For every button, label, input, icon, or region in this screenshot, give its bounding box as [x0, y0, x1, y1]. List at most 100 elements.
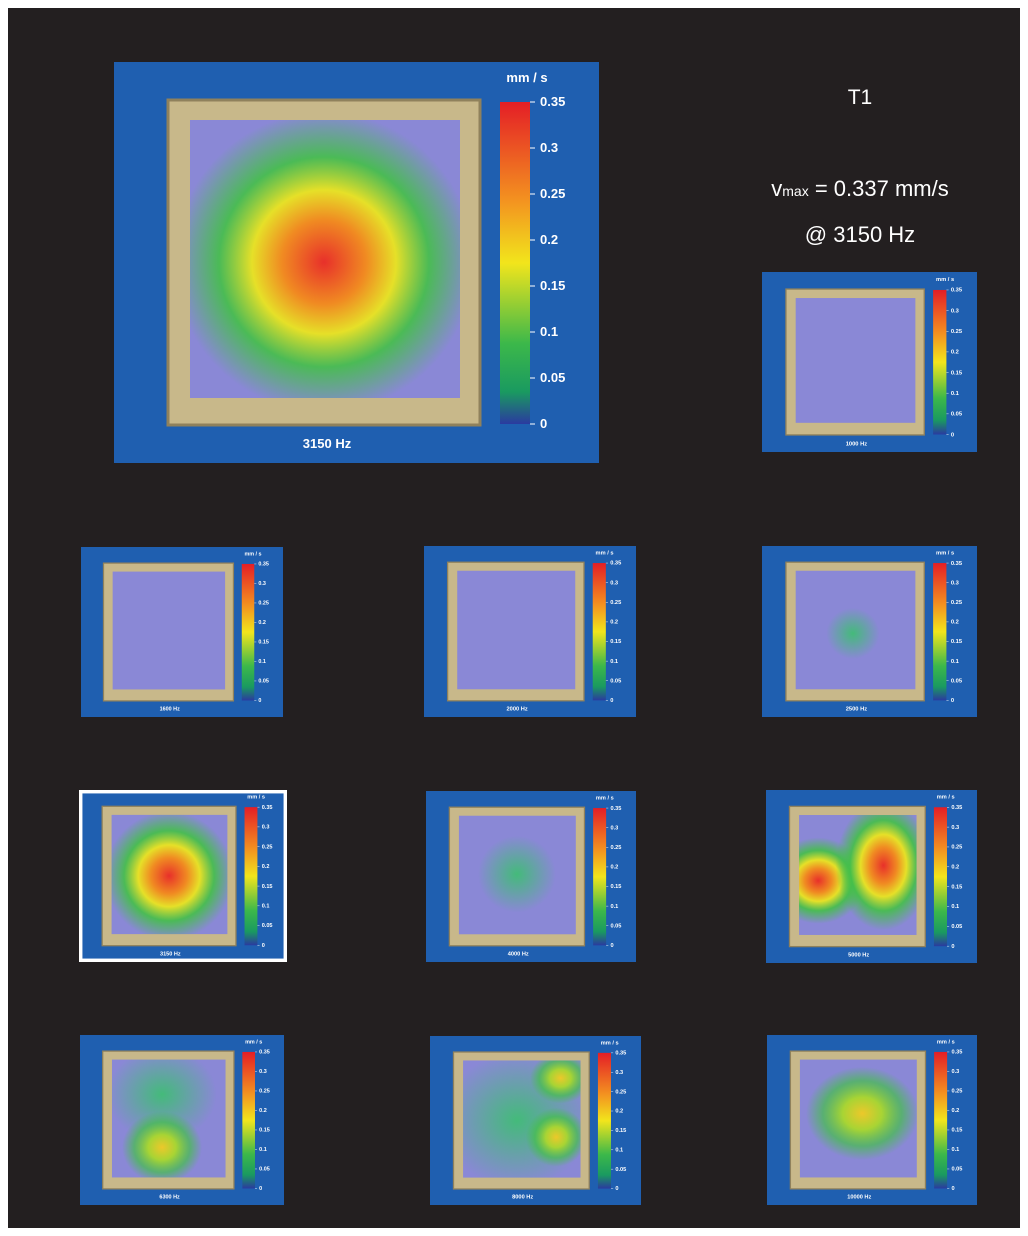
tile-inner	[112, 571, 226, 690]
colorbar-tick-label: 0.1	[951, 1147, 959, 1153]
frequency-label: 3150 Hz	[160, 952, 181, 958]
frequency-label: 3150 Hz	[303, 436, 352, 451]
colorbar-unit: mm / s	[936, 551, 954, 557]
colorbar-unit: mm / s	[506, 70, 547, 85]
colorbar-tick-label: 0.15	[258, 640, 269, 646]
colorbar-tick-label: 0.3	[610, 825, 618, 831]
colorbar-unit: mm / s	[245, 1039, 262, 1045]
colorbar-tick-label: 0.2	[951, 1108, 959, 1114]
vmax-line: vmax = 0.337 mm/s	[740, 176, 980, 202]
colorbar-tick-label: 0.15	[951, 1128, 962, 1134]
colorbar-tick-label: 0.35	[259, 1050, 270, 1056]
colorbar-tick-label: 0.3	[615, 1070, 623, 1076]
colorbar-tick-label: 0.35	[258, 562, 269, 568]
colorbar-tick-label: 0.05	[951, 412, 963, 418]
vibration-map: mm / s 0.35 0.3 0.25 0.2 0.15 0.1 0.05 0 8000 Hz	[430, 1036, 641, 1205]
colorbar-tick-label: 0.05	[258, 679, 269, 685]
colorbar-tick-label: 0.35	[540, 94, 565, 109]
colorbar-tick-label: 0.2	[540, 232, 558, 247]
colorbar-unit: mm / s	[937, 1040, 955, 1046]
colorbar-tick-label: 0.1	[259, 1147, 267, 1153]
colorbar-tick-label: 0.05	[615, 1167, 626, 1173]
vmax-subscript: max	[782, 183, 809, 199]
heat-layer	[799, 815, 917, 931]
colorbar-tick-label: 0.2	[610, 865, 618, 871]
colorbar-tick-label: 0	[951, 1186, 954, 1192]
colorbar	[500, 102, 530, 424]
heat-blob	[835, 815, 917, 931]
colorbar-tick-label: 0.05	[610, 923, 621, 929]
colorbar-tick-label: 0.25	[615, 1089, 626, 1095]
colorbar-tick-label: 0.2	[951, 350, 959, 356]
heat-layer	[477, 835, 556, 913]
vibration-map: mm / s 0.35 0.3 0.25 0.2 0.15 0.1 0.05 0 2500 Hz	[762, 546, 977, 717]
colorbar-tick-label: 0.35	[951, 1050, 962, 1056]
colorbar-unit: mm / s	[244, 551, 261, 557]
colorbar-tick-label: 0.3	[540, 140, 558, 155]
colorbar-tick-label: 0.05	[951, 1167, 962, 1173]
colorbar-tick-label: 0.25	[259, 1089, 270, 1095]
vibration-map: mm / s 0.35 0.3 0.25 0.2 0.15 0.1 0.05 0 6300 Hz	[80, 1035, 284, 1205]
colorbar-tick-label: 0.35	[610, 806, 621, 812]
colorbar-tick-label: 0	[259, 1186, 262, 1192]
frequency-label: 1600 Hz	[160, 707, 180, 713]
colorbar-tick-label: 0.3	[951, 580, 959, 586]
highlight-border	[79, 790, 287, 962]
heat-layer	[190, 120, 460, 398]
frequency-label: 2000 Hz	[507, 707, 528, 713]
colorbar-tick-label: 0.05	[540, 370, 565, 385]
colorbar-tick-label: 0.3	[951, 1069, 959, 1075]
colorbar	[933, 289, 947, 435]
colorbar-tick-label: 0.25	[610, 600, 621, 606]
colorbar-tick-label: 0.25	[951, 600, 962, 606]
colorbar-tick-label: 0	[951, 698, 954, 704]
vibration-map: mm / s 0.35 0.3 0.25 0.2 0.15 0.1 0.05 0 2000 Hz	[424, 546, 636, 717]
colorbar	[592, 563, 606, 701]
colorbar-unit: mm / s	[937, 795, 955, 801]
peak-frequency: @ 3150 Hz	[804, 222, 916, 247]
vmax-text: = 0.337 mm/s	[814, 176, 949, 201]
vibration-map: mm / s 0.35 0.3 0.25 0.2 0.15 0.1 0.05 0 4000 Hz	[426, 791, 636, 962]
colorbar-tick-label: 0.35	[951, 288, 963, 294]
vibration-map: mm / s 0.35 0.3 0.25 0.2 0.15 0.1 0.05 0 5000 Hz	[766, 790, 977, 963]
colorbar-tick-label: 0.35	[615, 1051, 626, 1057]
colorbar-tick-label: 0.25	[951, 329, 963, 335]
heat-layer	[805, 1066, 917, 1161]
vmax-symbol: v	[771, 176, 783, 201]
colorbar-tick-label: 0.35	[951, 561, 962, 567]
colorbar-tick-label: 0.1	[262, 904, 270, 910]
vibration-map: mm / s 0.35 0.3 0.25 0.2 0.15 0.1 0.05 0 1000 Hz	[762, 272, 977, 452]
colorbar-unit: mm / s	[596, 551, 614, 557]
colorbar-tick-label: 0.3	[262, 825, 270, 831]
colorbar-tick-label: 0.3	[951, 825, 959, 831]
colorbar-tick-label: 0	[540, 416, 547, 431]
colorbar-tick-label: 0	[258, 698, 261, 704]
colorbar	[934, 1051, 948, 1189]
colorbar	[244, 807, 258, 946]
frequency-label: 2500 Hz	[846, 707, 868, 713]
colorbar-tick-label: 0.15	[262, 884, 273, 890]
frequency-label: 5000 Hz	[848, 953, 869, 959]
colorbar-unit: mm / s	[596, 796, 614, 802]
heat-blob	[477, 835, 556, 913]
colorbar-tick-label: 0.15	[951, 639, 962, 645]
vibration-map: mm / s 0.35 0.3 0.25 0.2 0.15 0.1 0.05 0 3150 Hz	[79, 790, 287, 962]
tile-inner	[457, 570, 576, 690]
colorbar-tick-label: 0	[610, 698, 613, 704]
frequency-label: 6300 Hz	[159, 1195, 180, 1201]
colorbar-tick-label: 0.2	[262, 864, 270, 870]
colorbar-tick-label: 0.05	[262, 923, 273, 929]
colorbar-tick-label: 0.15	[610, 884, 621, 890]
colorbar-tick-label: 0.35	[262, 805, 273, 811]
colorbar-tick-label: 0.2	[258, 620, 266, 626]
colorbar-tick-label: 0.1	[610, 904, 618, 910]
title: T1	[847, 86, 873, 109]
colorbar-tick-label: 0.3	[610, 580, 618, 586]
colorbar-tick-label: 0.25	[262, 844, 273, 850]
vibration-map: mm / s 0.35 0.3 0.25 0.2 0.15 0.1 0.05 0 10000 Hz	[767, 1035, 977, 1205]
colorbar	[242, 1051, 255, 1189]
colorbar-tick-label: 0.2	[259, 1108, 267, 1114]
colorbar-tick-label: 0	[615, 1186, 618, 1192]
heat-blob	[826, 607, 880, 660]
